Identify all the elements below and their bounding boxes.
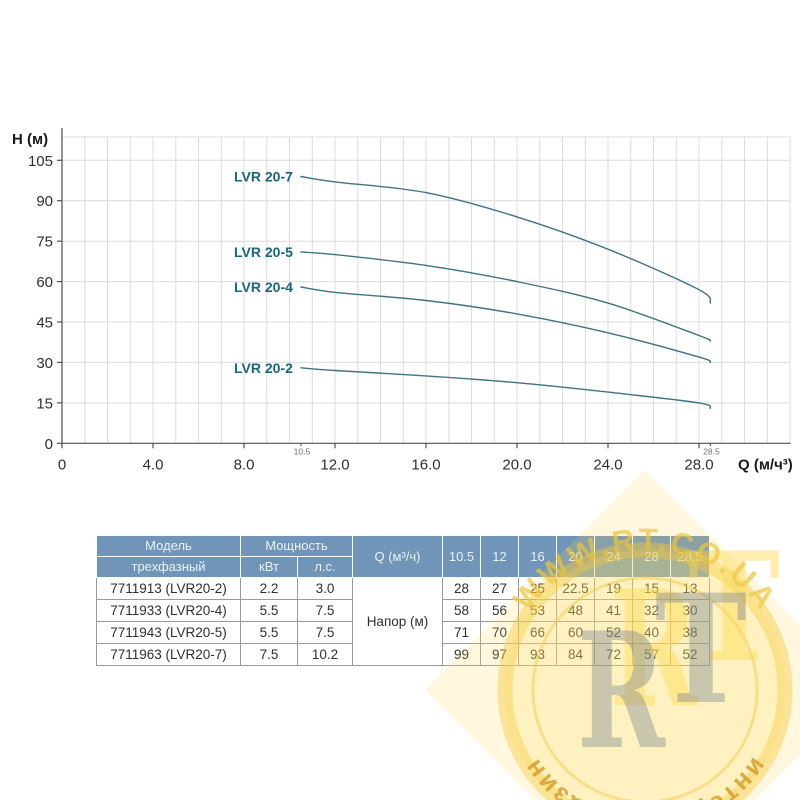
head-value-cell: 38	[670, 621, 710, 644]
th-q-value: 10.5	[442, 535, 481, 578]
th-q-value: 20	[556, 535, 595, 578]
kw-cell: 2.2	[240, 577, 298, 600]
head-value-cell: 13	[670, 577, 710, 600]
curve-label: LVR 20-4	[234, 279, 293, 295]
th-model: Модель	[96, 535, 241, 557]
spec-table: Модель Мощность Q (м³/ч) 10.5 12 16 20 24 28 28.5…	[96, 535, 710, 666]
head-value-cell: 84	[556, 643, 595, 666]
kw-cell: 5.5	[240, 621, 298, 644]
curve-label: LVR 20-7	[234, 169, 293, 185]
hp-cell: 7.5	[297, 621, 353, 644]
x-tick-label: 16.0	[411, 456, 440, 473]
pump-curve	[300, 175, 712, 304]
head-value-cell: 93	[518, 643, 557, 666]
head-value-cell: 25	[518, 577, 557, 600]
model-cell: 7711913 (LVR20-2)	[96, 577, 241, 600]
model-cell: 7711943 (LVR20-5)	[96, 621, 241, 644]
head-value-cell: 40	[632, 621, 671, 644]
hp-cell: 3.0	[297, 577, 353, 600]
x-tick-label: 24.0	[593, 456, 622, 473]
th-kw: кВт	[240, 556, 298, 578]
pump-curve	[300, 251, 712, 342]
pump-curve	[300, 286, 712, 364]
hp-cell: 10.2	[297, 643, 353, 666]
head-value-cell: 97	[480, 643, 519, 666]
table-row: 7711963 (LVR20-7) 7.5 10.2 99 97 93 84 72 57 52	[96, 643, 710, 666]
th-q-value: 16	[518, 535, 557, 578]
th-model-sub: трехфазный	[96, 556, 241, 578]
th-q-value: 28	[632, 535, 671, 578]
th-q-value: 28.5	[670, 535, 710, 578]
head-value-cell: 28	[442, 577, 481, 600]
head-value-cell: 56	[480, 599, 519, 622]
x-minor-tick-label: 10.5	[294, 446, 311, 456]
head-value-cell: 60	[556, 621, 595, 644]
y-tick-label: 15	[36, 395, 53, 412]
y-tick-label: 90	[36, 193, 53, 210]
kw-cell: 7.5	[240, 643, 298, 666]
head-value-cell: 52	[670, 643, 710, 666]
head-value-cell: 71	[442, 621, 481, 644]
y-tick-label: 45	[36, 315, 53, 332]
watermark-circle-text: интернет магазин	[517, 753, 774, 800]
pump-spec-table: Модель Мощность Q (м³/ч) 10.5 12 16 20 24 28 28.5…	[96, 535, 710, 666]
kw-cell: 5.5	[240, 599, 298, 622]
curve-label: LVR 20-2	[234, 360, 293, 376]
y-axis-title: H (м)	[12, 131, 48, 148]
th-q-flow: Q (м³/ч)	[352, 535, 443, 578]
head-value-cell: 22.5	[556, 577, 595, 600]
x-tick-label: 28.0	[684, 456, 713, 473]
table-row: 7711913 (LVR20-2) 2.2 3.0 Напор (м) 28 27 25 22…	[96, 577, 710, 666]
head-value-cell: 53	[518, 599, 557, 622]
head-value-cell: 19	[594, 577, 633, 600]
x-tick-label: 12.0	[320, 456, 349, 473]
x-tick-label: 20.0	[502, 456, 531, 473]
head-value-cell: 15	[632, 577, 671, 600]
x-axis-title: Q (м/ч³)	[738, 456, 793, 473]
th-power: Мощность	[240, 535, 353, 557]
table-row: 7711943 (LVR20-5) 5.5 7.5 71 70 66 60 52 40 38	[96, 621, 710, 644]
x-minor-tick-label: 28.5	[703, 446, 720, 456]
head-value-cell: 99	[442, 643, 481, 666]
th-hp: л.с.	[297, 556, 353, 578]
head-value-cell: 66	[518, 621, 557, 644]
head-value-cell: 48	[556, 599, 595, 622]
head-value-cell: 27	[480, 577, 519, 600]
y-tick-label: 30	[36, 355, 53, 372]
hp-cell: 7.5	[297, 599, 353, 622]
y-tick-label: 75	[36, 234, 53, 251]
y-tick-label: 0	[45, 436, 53, 453]
napor-label-cell: Напор (м)	[352, 577, 443, 666]
head-value-cell: 41	[594, 599, 633, 622]
y-tick-label: 60	[36, 274, 53, 291]
x-tick-label: 4.0	[143, 456, 164, 473]
pump-curves-chart: 0 15 30 45 60 75 90 105 0 4.0 8.0 12.0 16.0 20.0 24.0 2…	[12, 128, 793, 473]
x-tick-label: 0	[58, 456, 66, 473]
curve-label: LVR 20-5	[234, 244, 293, 260]
y-tick-label: 105	[28, 153, 53, 170]
head-value-cell: 70	[480, 621, 519, 644]
x-tick-label: 8.0	[234, 456, 255, 473]
head-value-cell: 57	[632, 643, 671, 666]
head-value-cell: 58	[442, 599, 481, 622]
head-value-cell: 32	[632, 599, 671, 622]
pump-curve	[300, 367, 712, 409]
model-cell: 7711933 (LVR20-4)	[96, 599, 241, 622]
th-q-value: 12	[480, 535, 519, 578]
th-q-value: 24	[594, 535, 633, 578]
head-value-cell: 30	[670, 599, 710, 622]
model-cell: 7711963 (LVR20-7)	[96, 643, 241, 666]
head-value-cell: 52	[594, 621, 633, 644]
head-value-cell: 72	[594, 643, 633, 666]
